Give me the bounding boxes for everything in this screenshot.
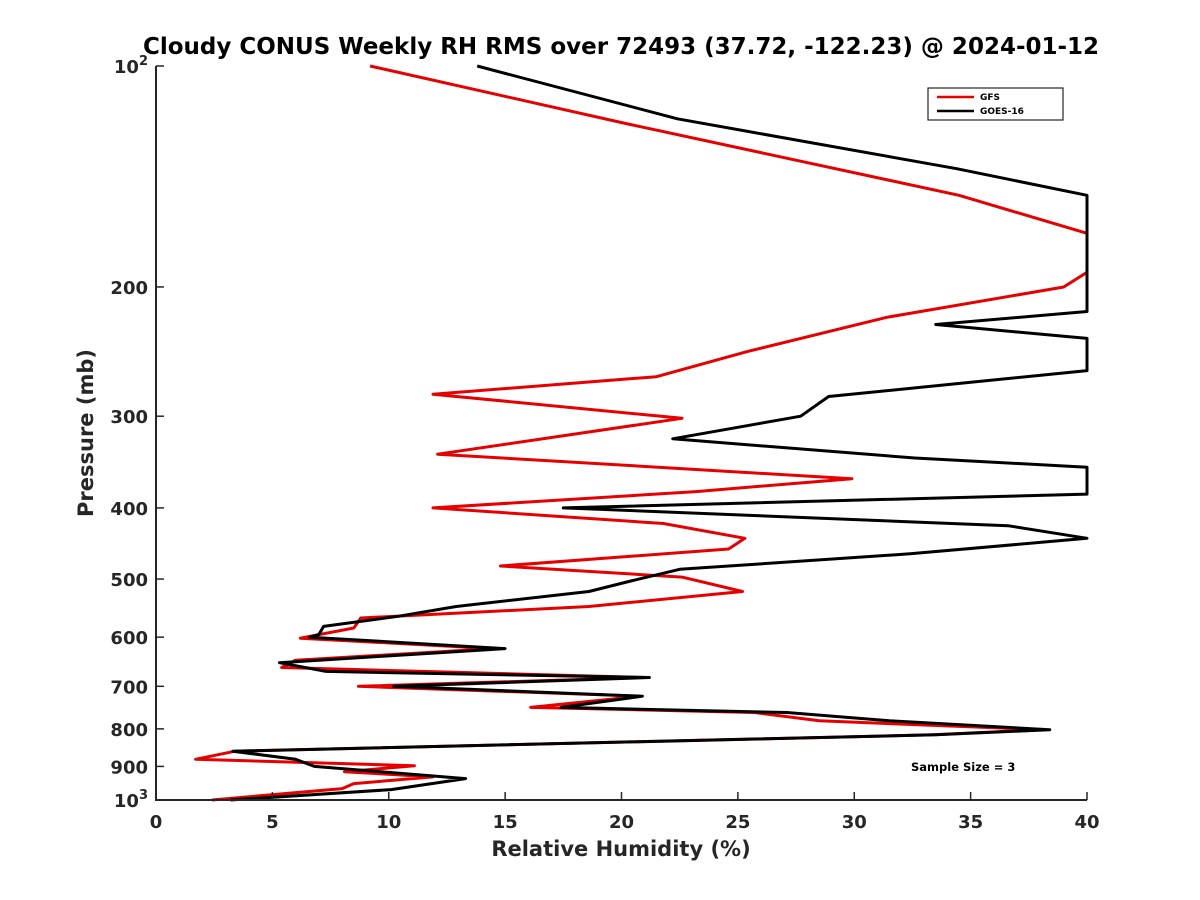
x-tick-label: 30 [842, 812, 867, 833]
x-tick-label: 0 [150, 812, 163, 833]
x-tick-label: 20 [609, 812, 634, 833]
y-tick-label: 300 [110, 407, 148, 428]
y-tick-label: 102 [114, 54, 148, 78]
y-tick-label: 103 [114, 788, 148, 812]
legend-label-gfs: GFS [980, 93, 1000, 103]
x-tick-label: 35 [958, 812, 983, 833]
x-tick-label: 10 [376, 812, 401, 833]
y-tick-label: 600 [110, 628, 148, 649]
chart-title: Cloudy CONUS Weekly RH RMS over 72493 (3… [143, 34, 1099, 60]
y-tick-label: 900 [110, 757, 148, 778]
y-tick-label: 200 [110, 278, 148, 299]
sample-size-annotation: Sample Size = 3 [911, 760, 1015, 774]
series-line-goes16 [230, 64, 1089, 802]
legend-box [927, 87, 1064, 121]
x-tick-label: 5 [266, 812, 279, 833]
series-line-gfs [194, 64, 1089, 802]
x-tick-label: 40 [1074, 812, 1099, 833]
y-tick-label: 400 [110, 499, 148, 520]
series-layer [194, 64, 1089, 802]
x-tick-label: 25 [725, 812, 750, 833]
x-axis-ticks: 0 5 10 15 20 25 30 35 40 [150, 792, 1100, 833]
plot-area: 0 5 10 15 20 25 30 35 40 102 200 300 400 500 600 700 80… [110, 54, 1099, 833]
y-tick-label: 800 [110, 720, 148, 741]
y-tick-label: 700 [110, 677, 148, 698]
axes-frame [155, 66, 1087, 801]
x-tick-label: 15 [493, 812, 518, 833]
legend: GFS GOES-16 [927, 87, 1064, 121]
y-axis-ticks: 102 200 300 400 500 600 700 800 900 103 [110, 54, 164, 812]
legend-label-goes16: GOES-16 [980, 107, 1024, 117]
y-axis-label: Pressure (mb) [74, 349, 98, 517]
y-tick-label: 500 [110, 570, 148, 591]
x-axis-label: Relative Humidity (%) [491, 837, 750, 861]
